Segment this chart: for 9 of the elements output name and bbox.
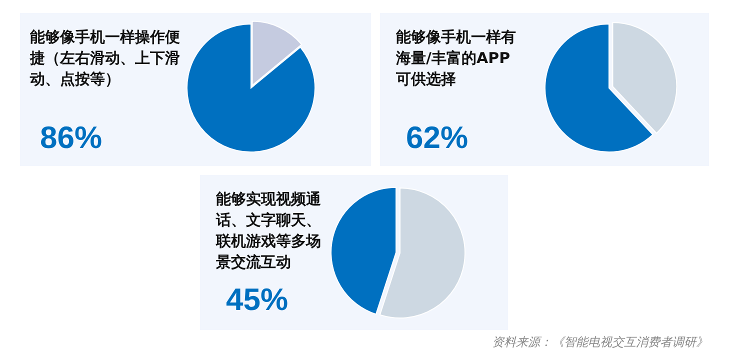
data-label: 62% [406, 120, 468, 155]
data-label: 45% [226, 282, 288, 317]
text: 能够像手机一样操作便捷（左右滑动、上下滑动、点按等） [29, 28, 180, 88]
text: 能够像手机一样有海量/丰富的APP可供选择 [395, 28, 516, 88]
pie-slice [330, 186, 397, 315]
text: 资料来源：《智能电视交互消费者调研》 [492, 335, 708, 349]
data-label: 86% [40, 120, 102, 155]
pie-slice [379, 188, 466, 318]
text: 能够实现视频通话、文字聊天、联机游戏等多场景交流互动 [215, 190, 322, 271]
